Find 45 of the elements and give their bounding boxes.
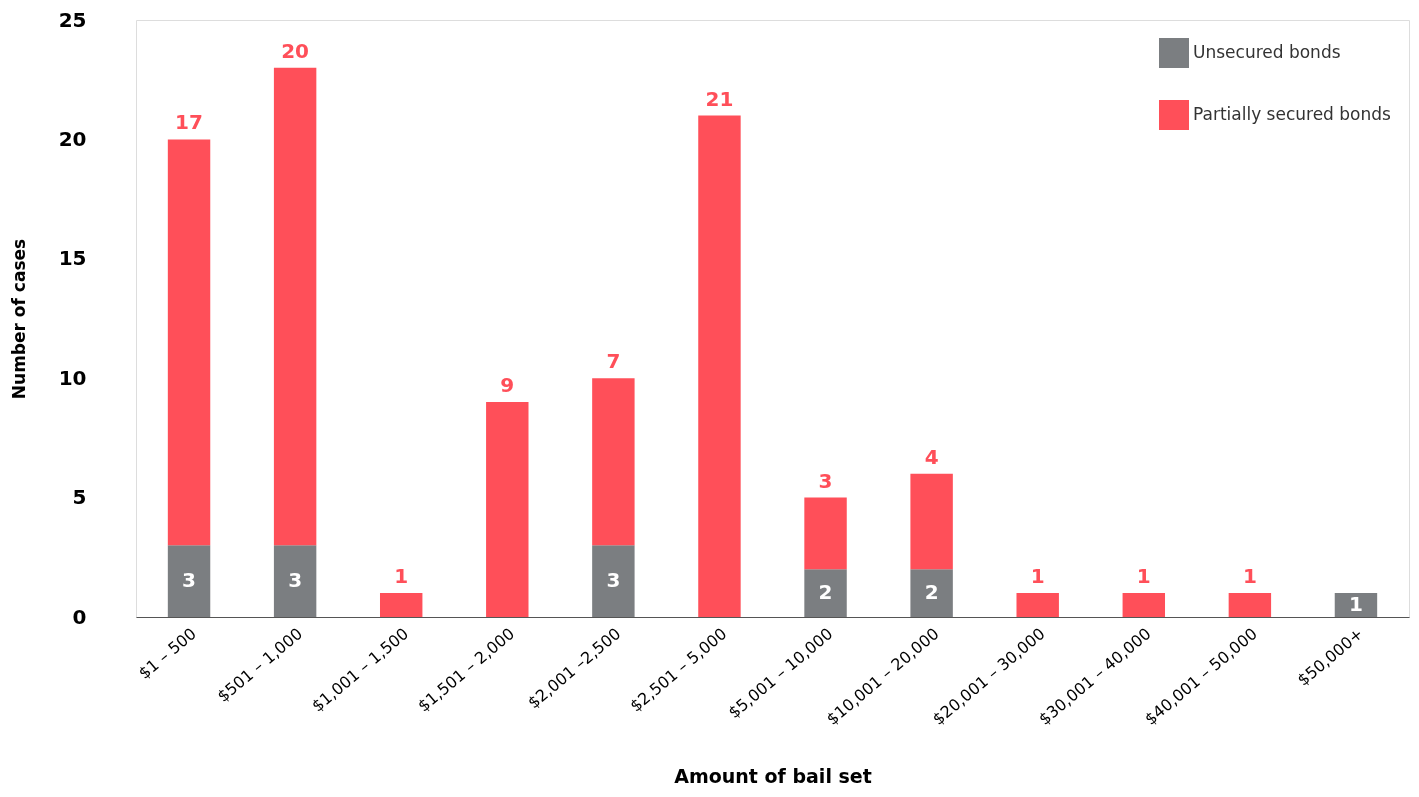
data-label: 3 xyxy=(182,568,196,593)
bar xyxy=(167,139,211,546)
bar xyxy=(273,545,317,617)
data-label: 3 xyxy=(818,468,833,493)
y-tick-label: 25 xyxy=(58,7,87,32)
y-axis-title: Number of cases xyxy=(8,238,29,400)
data-label: 20 xyxy=(281,38,310,63)
data-label: 3 xyxy=(606,568,621,593)
data-label: 2 xyxy=(924,580,939,605)
data-label: 3 xyxy=(288,568,303,593)
bar xyxy=(910,473,953,570)
data-label: 7 xyxy=(606,349,621,374)
data-label: 1 xyxy=(1349,592,1363,617)
data-label: 2 xyxy=(818,580,833,605)
data-label: 21 xyxy=(705,86,734,111)
bar xyxy=(273,67,317,546)
data-label: 1 xyxy=(1030,564,1045,589)
bar xyxy=(379,593,423,617)
bar xyxy=(804,497,847,570)
legend-label: Unsecured bonds xyxy=(1193,42,1341,62)
legend-label: Partially secured bonds xyxy=(1193,104,1392,124)
bar xyxy=(1334,593,1378,617)
y-tick-label: 15 xyxy=(58,246,87,271)
x-axis-title: Amount of bail set xyxy=(674,764,872,787)
bar xyxy=(804,569,847,617)
bar xyxy=(1016,593,1059,617)
y-tick-label: 20 xyxy=(58,126,87,151)
y-tick-label: 0 xyxy=(72,604,87,629)
data-label: 1 xyxy=(1242,564,1257,589)
x-tick-label: $1 – 500 xyxy=(134,623,200,683)
bar xyxy=(1228,593,1272,617)
bar xyxy=(592,378,635,546)
data-label: 9 xyxy=(500,373,515,398)
bar xyxy=(1122,593,1166,617)
bar xyxy=(698,115,741,617)
bar xyxy=(486,402,529,617)
bar xyxy=(910,569,953,617)
data-label: 17 xyxy=(175,110,203,135)
data-label: 4 xyxy=(924,444,939,469)
y-tick-label: 5 xyxy=(72,485,87,510)
bar xyxy=(592,545,635,617)
data-label: 1 xyxy=(394,564,409,589)
y-tick-label: 10 xyxy=(58,365,87,390)
data-label: 1 xyxy=(1136,564,1151,589)
bar xyxy=(167,545,211,617)
